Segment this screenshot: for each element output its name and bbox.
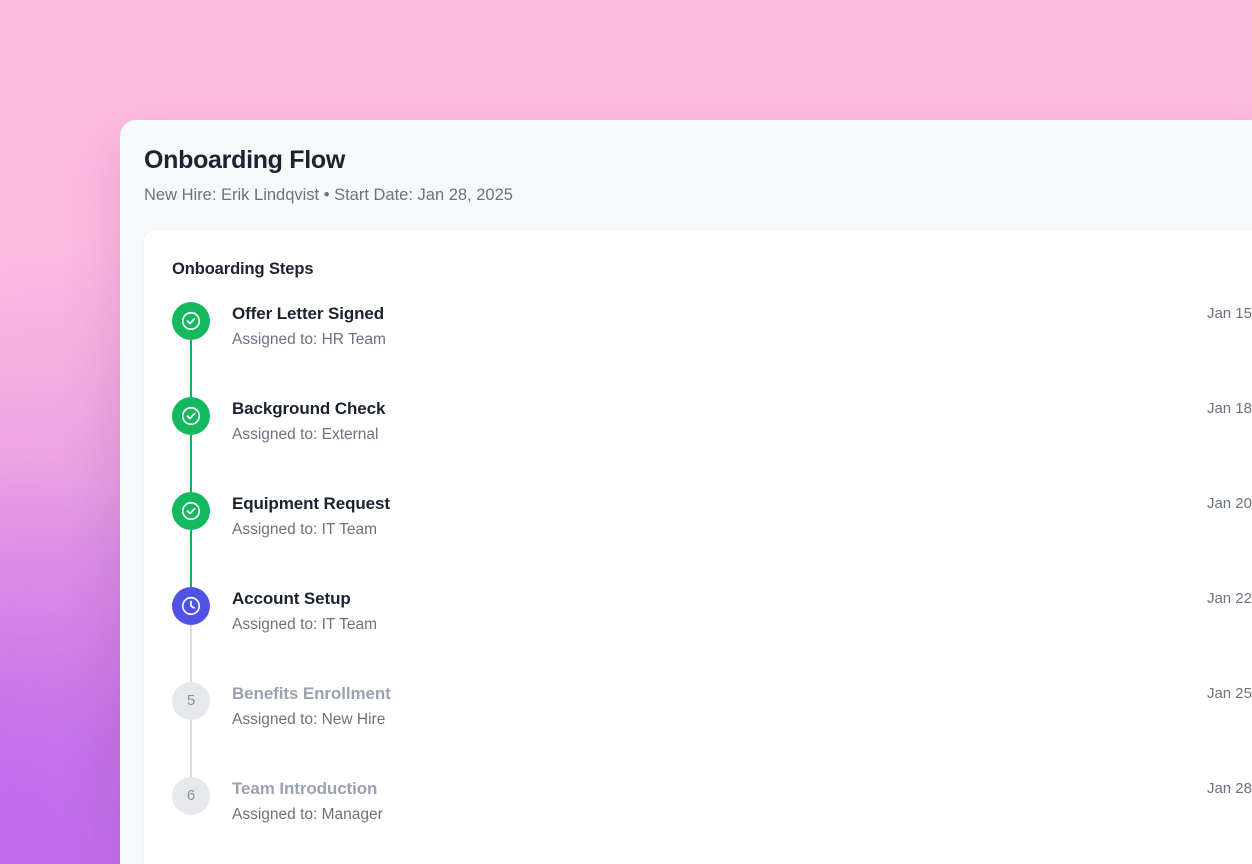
page-title: Onboarding Flow [144, 146, 346, 174]
step-connector-line [190, 719, 192, 777]
check-circle-icon[interactable] [172, 301, 210, 340]
step-assignee: Assigned to: Manager [232, 806, 383, 824]
step-row[interactable]: Account Setup Assigned to: IT Team Jan 22 [172, 586, 1252, 682]
step-body: Benefits Enrollment Assigned to: New Hire [210, 682, 1191, 730]
step-row[interactable]: Equipment Request Assigned to: IT Team Jan… [172, 491, 1252, 587]
step-title: Team Introduction [232, 778, 378, 798]
step-date: Jan 28 [1206, 779, 1252, 797]
step-marker-column: 6 [172, 776, 210, 815]
step-body: Background Check Assigned to: External [210, 397, 1191, 445]
step-marker-column [172, 491, 210, 587]
step-marker-column: 5 [172, 681, 210, 777]
step-title: Background Check [232, 398, 386, 418]
step-row[interactable]: 6 Team Introduction Assigned to: Manager Ja… [172, 776, 1252, 864]
step-body: Equipment Request Assigned to: IT Team [210, 492, 1191, 540]
onboarding-steps-list: Offer Letter Signed Assigned to: HR Team J… [172, 301, 1252, 864]
step-row[interactable]: Background Check Assigned to: External Jan… [172, 396, 1252, 492]
onboarding-steps-panel: Onboarding Steps Offer Letter Signed Assi… [144, 229, 1252, 864]
number-badge-icon[interactable]: 5 [172, 681, 210, 720]
step-date: Jan 22 [1206, 589, 1252, 607]
step-marker-column [172, 396, 210, 492]
step-date: Jan 15 [1206, 304, 1252, 322]
clock-icon[interactable] [172, 586, 210, 625]
step-number-label: 5 [186, 692, 196, 710]
step-row[interactable]: Offer Letter Signed Assigned to: HR Team J… [172, 301, 1252, 397]
step-connector-line [190, 434, 192, 492]
step-assignee: Assigned to: External [232, 426, 379, 444]
step-title: Benefits Enrollment [232, 683, 391, 703]
step-date: Jan 18 [1206, 399, 1252, 417]
number-badge-icon[interactable]: 6 [172, 776, 210, 815]
step-body: Team Introduction Assigned to: Manager [210, 777, 1191, 825]
check-circle-icon[interactable] [172, 396, 210, 435]
step-title: Equipment Request [232, 493, 390, 513]
steps-section-heading: Onboarding Steps [172, 259, 314, 278]
step-marker-column [172, 301, 210, 397]
step-connector-line [190, 529, 192, 587]
step-date: Jan 20 [1206, 494, 1252, 512]
step-title: Offer Letter Signed [232, 303, 385, 323]
step-assignee: Assigned to: New Hire [232, 711, 386, 729]
step-title: Account Setup [232, 588, 351, 608]
page-subtitle: New Hire: Erik Lindqvist • Start Date: J… [144, 185, 513, 204]
check-circle-icon[interactable] [172, 491, 210, 530]
step-body: Account Setup Assigned to: IT Team [210, 587, 1191, 635]
step-assignee: Assigned to: HR Team [232, 331, 386, 349]
onboarding-window-card: Onboarding Flow New Hire: Erik Lindqvist… [120, 120, 1252, 864]
step-row[interactable]: 5 Benefits Enrollment Assigned to: New Hir… [172, 681, 1252, 777]
step-number-label: 6 [186, 787, 196, 805]
step-connector-line [190, 339, 192, 397]
step-date: Jan 25 [1206, 684, 1252, 702]
step-connector-line [190, 624, 192, 682]
step-assignee: Assigned to: IT Team [232, 616, 378, 634]
step-assignee: Assigned to: IT Team [232, 521, 378, 539]
step-marker-column [172, 586, 210, 682]
card-header: Onboarding Flow New Hire: Erik Lindqvist… [120, 120, 1252, 222]
step-body: Offer Letter Signed Assigned to: HR Team [210, 302, 1191, 350]
